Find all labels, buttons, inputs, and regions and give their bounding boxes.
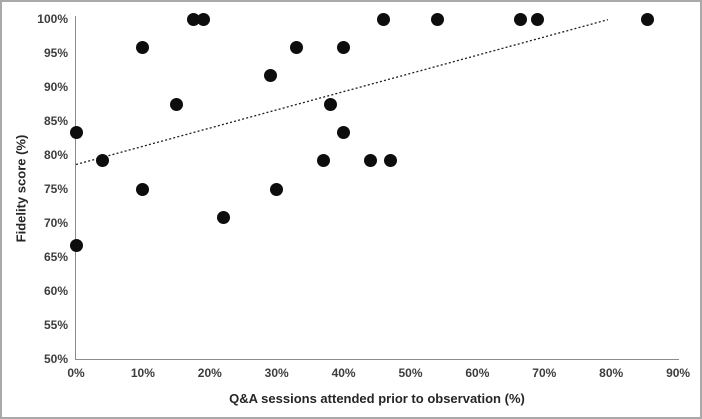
data-point <box>363 153 377 167</box>
data-point <box>96 153 110 167</box>
x-tick-label: 30% <box>264 366 289 380</box>
x-tick-label: 10% <box>130 366 155 380</box>
data-point <box>216 211 230 225</box>
data-point <box>136 182 150 196</box>
y-tick-label: 85% <box>43 113 68 128</box>
data-point <box>514 12 528 26</box>
y-tick-label: 100% <box>37 11 68 26</box>
y-tick-label: 95% <box>43 45 68 60</box>
x-tick-label: 60% <box>465 366 490 380</box>
data-point <box>377 12 391 26</box>
x-tick-label: 80% <box>599 366 624 380</box>
data-point <box>196 12 210 26</box>
x-axis-line <box>75 359 679 360</box>
data-point <box>136 41 150 55</box>
data-point <box>69 238 83 252</box>
data-point <box>270 182 284 196</box>
y-tick-label: 55% <box>43 317 68 332</box>
x-tick-label: 70% <box>532 366 557 380</box>
data-point <box>641 12 655 26</box>
data-point <box>383 153 397 167</box>
y-tick-label: 65% <box>43 249 68 264</box>
y-tick-label: 60% <box>43 283 68 298</box>
data-point <box>430 12 444 26</box>
x-tick-label: 50% <box>398 366 423 380</box>
x-tick-label: 0% <box>67 366 85 380</box>
x-tick-label: 40% <box>331 366 356 380</box>
y-tick-label: 90% <box>43 79 68 94</box>
data-point <box>69 126 83 140</box>
y-tick-label: 70% <box>43 215 68 230</box>
y-axis-title: Fidelity score (%) <box>13 134 29 243</box>
y-tick-label: 80% <box>43 147 68 162</box>
data-point <box>323 97 337 111</box>
y-tick-label: 50% <box>43 351 68 366</box>
data-point <box>169 97 183 111</box>
data-point <box>186 12 200 26</box>
y-axis-line <box>75 16 76 360</box>
x-tick-label: 20% <box>197 366 222 380</box>
data-point <box>263 68 277 82</box>
data-point <box>337 41 351 55</box>
data-point <box>337 126 351 140</box>
data-point <box>531 12 545 26</box>
x-axis-title: Q&A sessions attended prior to observati… <box>229 391 525 406</box>
trend-line <box>75 19 609 166</box>
x-tick-label: 90% <box>666 366 691 380</box>
y-tick-label: 75% <box>43 181 68 196</box>
data-point <box>290 41 304 55</box>
data-point <box>317 153 331 167</box>
